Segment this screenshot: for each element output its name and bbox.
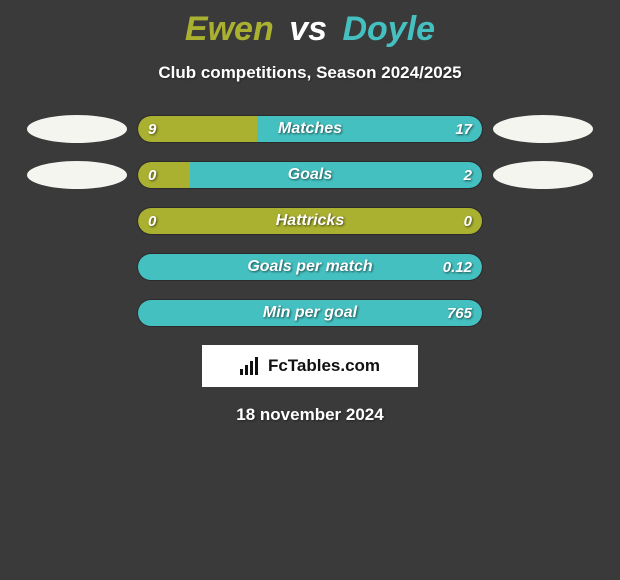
vs-label: vs	[289, 10, 327, 48]
stat-value-player1: 0	[148, 208, 156, 234]
bar-seg-player2	[257, 116, 482, 142]
stat-value-player2: 0.12	[443, 254, 472, 280]
stat-value-player2: 765	[447, 300, 472, 326]
stat-bar: 765Min per goal	[137, 299, 483, 327]
badge-spacer	[19, 207, 119, 235]
subtitle: Club competitions, Season 2024/2025	[0, 63, 620, 83]
stat-row: 917Matches	[0, 115, 620, 143]
badge-spacer	[19, 253, 119, 281]
stat-value-player2: 0	[464, 208, 472, 234]
badge-spacer	[501, 253, 601, 281]
stat-value-player2: 17	[455, 116, 472, 142]
badge-spacer	[501, 299, 601, 327]
stat-value-player1: 0	[148, 162, 156, 188]
player2-badge	[493, 115, 593, 143]
brand-text: FcTables.com	[268, 356, 380, 376]
comparison-title: Ewen vs Doyle	[0, 0, 620, 49]
player1-badge	[27, 161, 127, 189]
bar-chart-icon	[240, 357, 262, 375]
player2-badge	[493, 161, 593, 189]
player1-badge	[27, 115, 127, 143]
brand-box: FcTables.com	[202, 345, 418, 387]
badge-spacer	[19, 299, 119, 327]
player2-name: Doyle	[342, 10, 435, 48]
bar-seg-player1	[138, 162, 190, 188]
stat-bar: 0.12Goals per match	[137, 253, 483, 281]
bar-seg-player2	[138, 300, 482, 326]
stat-row: 0.12Goals per match	[0, 253, 620, 281]
badge-spacer	[501, 207, 601, 235]
bar-seg-player1	[138, 208, 482, 234]
bar-seg-player2	[138, 254, 482, 280]
stat-row: 02Goals	[0, 161, 620, 189]
player1-name: Ewen	[185, 10, 274, 48]
stat-value-player2: 2	[464, 162, 472, 188]
stat-row: 00Hattricks	[0, 207, 620, 235]
stat-bar: 02Goals	[137, 161, 483, 189]
stat-value-player1: 9	[148, 116, 156, 142]
stat-bar: 917Matches	[137, 115, 483, 143]
stat-row: 765Min per goal	[0, 299, 620, 327]
stat-bar: 00Hattricks	[137, 207, 483, 235]
stats-container: 917Matches02Goals00Hattricks0.12Goals pe…	[0, 115, 620, 327]
bar-seg-player2	[190, 162, 482, 188]
date-label: 18 november 2024	[0, 405, 620, 425]
